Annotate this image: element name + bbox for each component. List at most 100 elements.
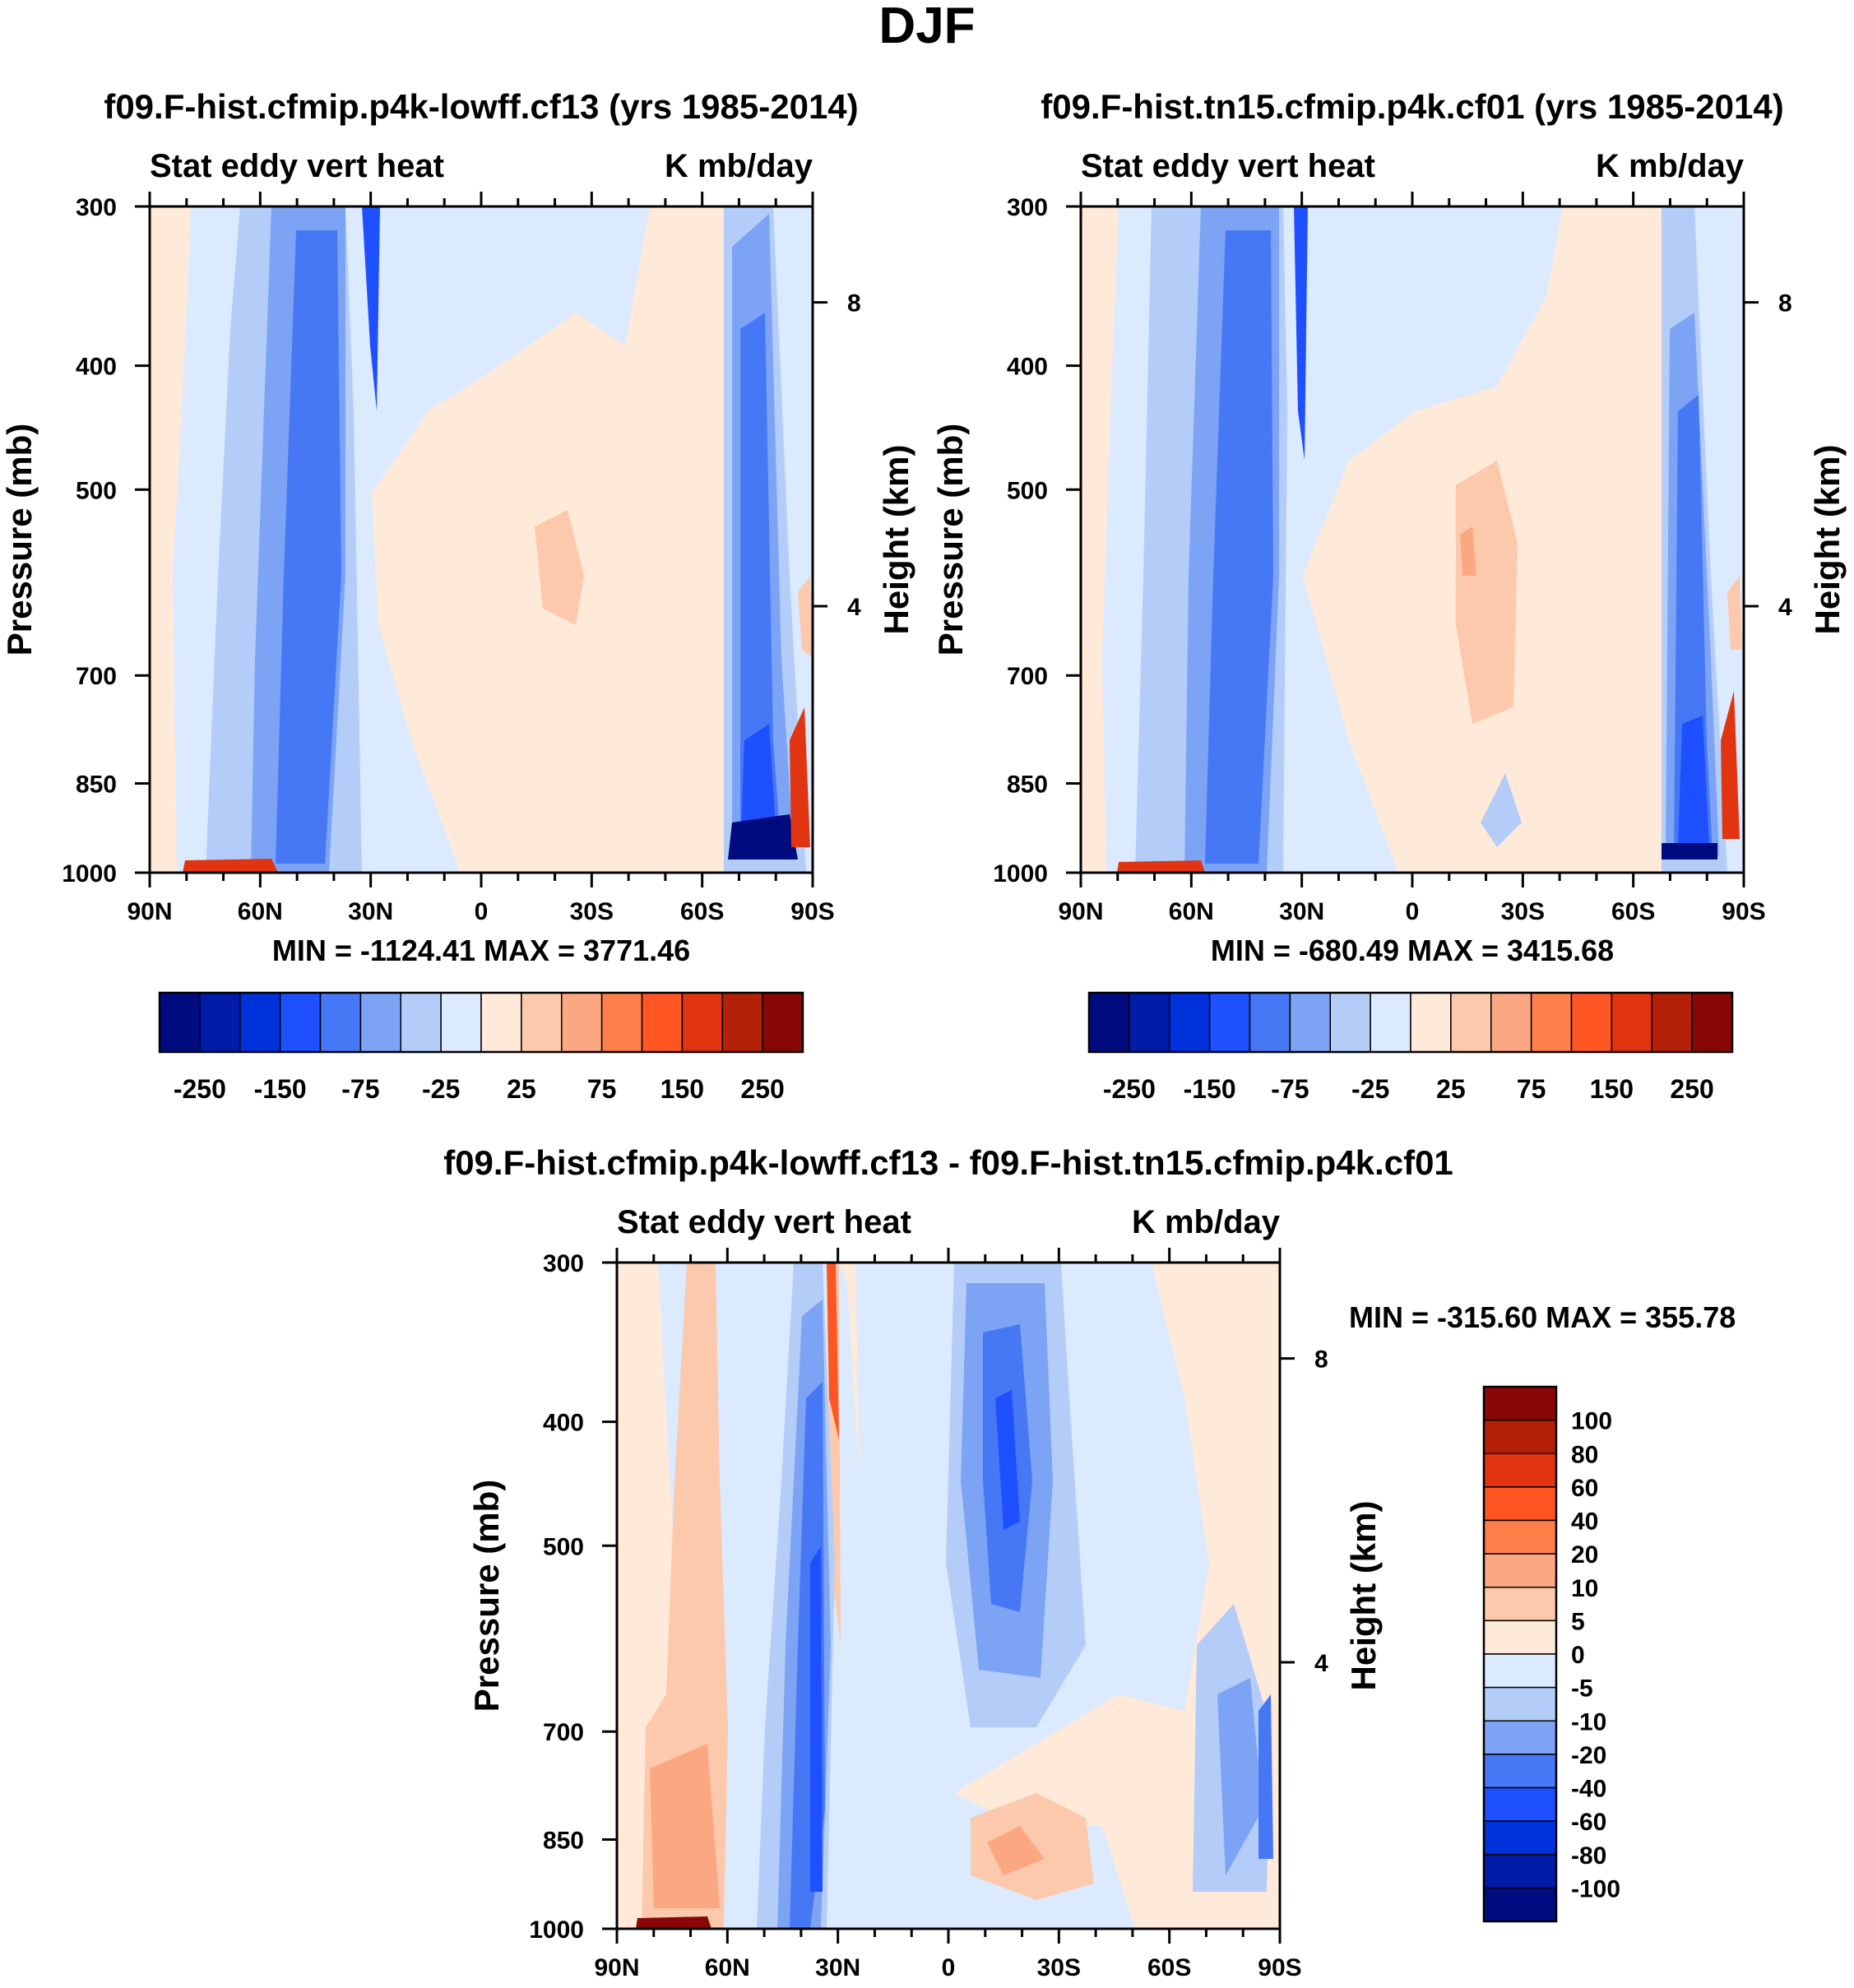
panel-b-field bbox=[1081, 206, 1744, 873]
panel-b-xtick-label: 60S bbox=[1611, 898, 1655, 925]
panel-c-colorbar-label: -100 bbox=[1571, 1875, 1620, 1902]
panel-a-colorbar-frame bbox=[158, 991, 804, 1054]
panel-a-xtick-label: 90N bbox=[127, 898, 172, 925]
panel-b-colorbar-box bbox=[1530, 992, 1573, 1053]
panel-b-xtick-label: 60N bbox=[1169, 898, 1214, 925]
panel-b-contour-neg-b3 bbox=[1205, 230, 1713, 864]
panel-b-colorbar-box bbox=[1329, 992, 1371, 1053]
panel-a-ytick-right-label: 4 bbox=[847, 594, 861, 621]
panel-c-xtick-label: 90S bbox=[1258, 1954, 1301, 1981]
panel-c-ylabel-right: Height (km) bbox=[1344, 1501, 1383, 1691]
panel-b-colorbar-label: -25 bbox=[1351, 1074, 1389, 1104]
panel-b-ylabel: Pressure (mb) bbox=[931, 424, 970, 656]
panel-b-xtick-label: 0 bbox=[1406, 898, 1420, 925]
panel-c-xtick-label: 60N bbox=[705, 1954, 750, 1981]
panel-b-xtick-label: 30S bbox=[1501, 898, 1545, 925]
panel-c-colorbar-box bbox=[1483, 1553, 1557, 1588]
panel-c-xtick-label: 0 bbox=[942, 1954, 956, 1981]
panel-a-xtick-label: 60S bbox=[680, 898, 724, 925]
panel-b-colorbar-box bbox=[1088, 992, 1130, 1053]
panel-c-colorbar-label: 0 bbox=[1571, 1642, 1585, 1669]
panel-c-contour-polar-red bbox=[636, 1916, 711, 1929]
panel-c-colorbar: 100 80 60 40 20 10 5 0 -5 -10 -20 -40 -60 -80 -100 bbox=[1482, 1385, 1620, 1923]
panel-a-colorbar-box bbox=[400, 992, 442, 1053]
panel-b-colorbar-box bbox=[1370, 992, 1411, 1053]
panel-a-ytick-right-label: 8 bbox=[847, 290, 861, 317]
panel-a-ytick-label: 1000 bbox=[62, 860, 117, 887]
panel-b-colorbar-box bbox=[1129, 992, 1170, 1053]
panel-a-ylabel-right: Height (km) bbox=[877, 445, 915, 635]
panel-a-xtick-label: 30S bbox=[570, 898, 614, 925]
panel-a-xtick-label: 30N bbox=[348, 898, 393, 925]
panel-b-colorbar-box bbox=[1490, 992, 1532, 1053]
panel-c-left-label: Stat eddy vert heat bbox=[617, 1204, 911, 1240]
panel-a-colorbar-label: -25 bbox=[422, 1074, 460, 1104]
panel-b-colorbar-label: 150 bbox=[1590, 1074, 1634, 1104]
panel-b: f09.F-hist.tn15.cfmip.p4k.cf01 (yrs 1985… bbox=[931, 87, 1847, 967]
panel-a-xtick-label: 60N bbox=[238, 898, 283, 925]
panel-c-colorbar-box bbox=[1483, 1453, 1557, 1488]
panel-c-contour-neg-4 bbox=[810, 1390, 1020, 1892]
panel-c-ytick-right-label: 4 bbox=[1314, 1650, 1328, 1677]
panel-b-colorbar: -250 -150 -75 -25 25 75 150 250 bbox=[1087, 991, 1734, 1104]
panel-c-ytick-label: 850 bbox=[543, 1827, 584, 1854]
panel-c-colorbar-box bbox=[1483, 1519, 1557, 1555]
panel-c-colorbar-label: 5 bbox=[1571, 1608, 1585, 1635]
panel-a-colorbar-box bbox=[600, 992, 643, 1053]
panel-c-axes: 90N 60N 30N 0 30S 60S 90S 300 400 500 700 850 1000 8 4 bbox=[529, 1248, 1328, 1981]
panel-a-colorbar-box bbox=[641, 992, 684, 1053]
panel-c-ylabel: Pressure (mb) bbox=[467, 1480, 506, 1712]
panel-b-colorbar-box bbox=[1450, 992, 1492, 1053]
panel-b-xtick-label: 90S bbox=[1722, 898, 1765, 925]
panel-b-colorbar-box bbox=[1611, 992, 1652, 1053]
panel-a-colorbar-box bbox=[159, 992, 201, 1053]
panel-a-colorbar-label: 250 bbox=[740, 1074, 784, 1104]
panel-b-xtick-label: 30N bbox=[1279, 898, 1324, 925]
panel-c-ytick-label: 400 bbox=[543, 1410, 584, 1437]
panel-c-colorbar-label: -80 bbox=[1571, 1842, 1606, 1870]
panel-a-ytick-label: 850 bbox=[76, 771, 117, 798]
panel-a-colorbar-box bbox=[319, 992, 362, 1053]
panel-c-colorbar-box bbox=[1483, 1786, 1557, 1822]
panel-a-contour-neg-b3 bbox=[276, 230, 781, 864]
panel-a-contour-pos-midlat bbox=[535, 510, 813, 658]
panel-c-colorbar-box bbox=[1483, 1854, 1557, 1889]
panel-b-ytick-label: 1000 bbox=[993, 860, 1048, 887]
panel-a-colorbar-box bbox=[239, 992, 281, 1053]
panel-b-stats: MIN = -680.49 MAX = 3415.68 bbox=[1211, 934, 1614, 967]
panel-c-colorbar-label: 20 bbox=[1571, 1541, 1598, 1569]
panel-a-ytick-label: 400 bbox=[76, 354, 117, 381]
panel-b-colorbar-label: 25 bbox=[1436, 1074, 1466, 1104]
panel-b-left-label: Stat eddy vert heat bbox=[1081, 148, 1375, 184]
panel-c-xtick-label: 90N bbox=[594, 1954, 639, 1981]
panel-a-colorbar-label: 75 bbox=[587, 1074, 617, 1104]
panel-b-colorbar-box bbox=[1651, 992, 1693, 1053]
panel-c-colorbar-label: -60 bbox=[1571, 1809, 1606, 1836]
panel-b-ytick-label: 700 bbox=[1007, 663, 1048, 690]
panel-b-colorbar-box bbox=[1570, 992, 1613, 1053]
panel-c-ytick-label: 1000 bbox=[529, 1916, 584, 1944]
season-title: DJF bbox=[878, 0, 975, 54]
panel-c-xtick-label: 30N bbox=[815, 1954, 860, 1981]
panel-c-contour-pos-1 bbox=[617, 1263, 1280, 1929]
panel-c-field bbox=[617, 1263, 1280, 1929]
panel-c-colorbar-frame bbox=[1482, 1385, 1558, 1923]
panel-c-colorbar-box bbox=[1483, 1754, 1557, 1789]
panel-b-colorbar-label: 75 bbox=[1517, 1074, 1546, 1104]
panel-b-ytick-right-label: 4 bbox=[1778, 594, 1792, 621]
panel-b-colorbar-label: 250 bbox=[1670, 1074, 1713, 1104]
panel-b-contour-neg-b5 bbox=[1662, 843, 1717, 860]
panel-c-colorbar-box bbox=[1483, 1653, 1557, 1689]
panel-a-colorbar-label: 150 bbox=[660, 1074, 704, 1104]
panel-a-colorbar-label: -75 bbox=[341, 1074, 379, 1104]
panel-c-colorbar-label: 10 bbox=[1571, 1575, 1598, 1602]
panel-c-ytick-right-label: 8 bbox=[1314, 1346, 1328, 1374]
panel-a-colorbar-box bbox=[199, 992, 241, 1053]
panel-a-contour-pos-tropics bbox=[150, 206, 724, 873]
panel-a-contour-neg-b1 bbox=[206, 206, 806, 873]
panel-b-contour-pos-mid2 bbox=[1460, 526, 1476, 576]
panel-a-axes: 90N 60N 30N 0 30S 60S 90S 300 400 500 700 850 1000 8 4 bbox=[62, 192, 861, 925]
panel-b-right-label: K mb/day bbox=[1596, 148, 1745, 184]
panel-a-colorbar-box bbox=[521, 992, 563, 1053]
